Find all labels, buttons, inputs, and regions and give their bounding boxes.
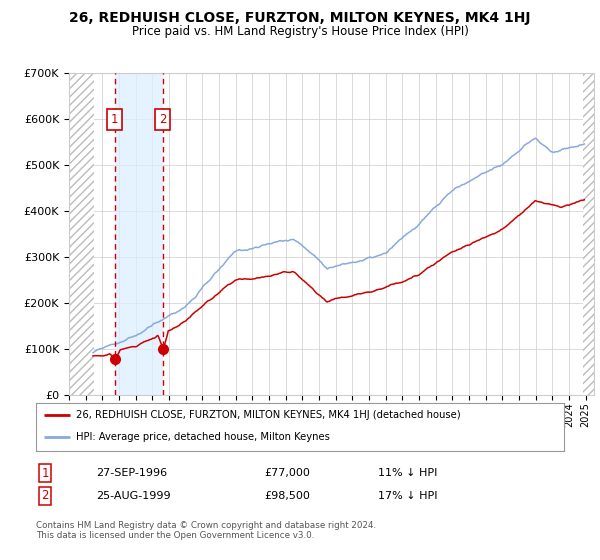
Text: 26, REDHUISH CLOSE, FURZTON, MILTON KEYNES, MK4 1HJ (detached house): 26, REDHUISH CLOSE, FURZTON, MILTON KEYN… [76,410,460,420]
Text: Price paid vs. HM Land Registry's House Price Index (HPI): Price paid vs. HM Land Registry's House … [131,25,469,38]
Text: 26, REDHUISH CLOSE, FURZTON, MILTON KEYNES, MK4 1HJ: 26, REDHUISH CLOSE, FURZTON, MILTON KEYN… [69,11,531,25]
Text: 11% ↓ HPI: 11% ↓ HPI [378,468,437,478]
Text: 25-AUG-1999: 25-AUG-1999 [96,491,170,501]
Text: £77,000: £77,000 [264,468,310,478]
Text: 27-SEP-1996: 27-SEP-1996 [96,468,167,478]
Text: 1: 1 [41,466,49,480]
Text: 2: 2 [159,113,166,126]
Text: Contains HM Land Registry data © Crown copyright and database right 2024.
This d: Contains HM Land Registry data © Crown c… [36,521,376,540]
Text: 1: 1 [111,113,118,126]
Text: 17% ↓ HPI: 17% ↓ HPI [378,491,437,501]
Text: 2: 2 [41,489,49,502]
Text: £98,500: £98,500 [264,491,310,501]
Text: HPI: Average price, detached house, Milton Keynes: HPI: Average price, detached house, Milt… [76,432,329,442]
